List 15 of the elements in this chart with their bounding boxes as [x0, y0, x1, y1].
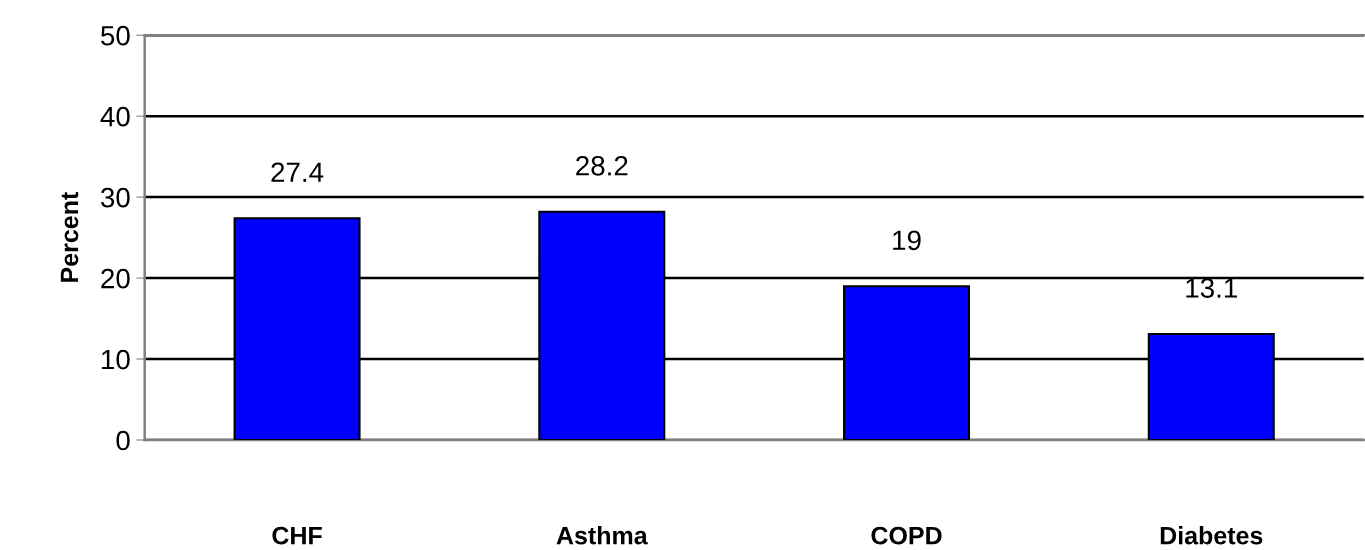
y-tick-label: 30 [100, 187, 130, 208]
x-tick-label: Diabetes [1160, 526, 1263, 545]
data-label: 13.1 [1186, 278, 1237, 298]
data-label: 27.4 [271, 162, 324, 182]
y-tick-label: 50 [101, 25, 130, 46]
data-label: 19 [893, 230, 921, 251]
y-axis-title: Percent [60, 192, 79, 282]
x-tick-label: CHF [272, 526, 322, 545]
y-tick-label: 10 [102, 349, 130, 370]
y-tick-label: 40 [100, 106, 130, 127]
y-tick-label: 20 [101, 268, 130, 289]
data-label: 28.2 [576, 155, 628, 176]
y-tick-label: 0 [116, 430, 130, 451]
x-tick-label: COPD [871, 526, 942, 545]
x-tick-label: Asthma [556, 526, 648, 545]
